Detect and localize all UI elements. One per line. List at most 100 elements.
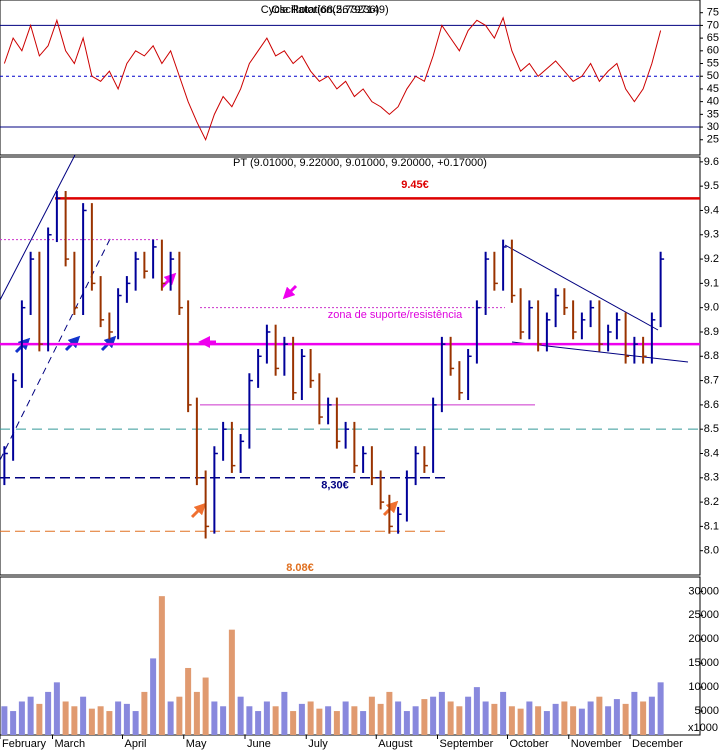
volume-bar [596,696,603,735]
trendlines [0,154,689,461]
volume-bar [97,706,104,735]
level-label: 9.45€ [401,179,429,191]
volume-bar [290,711,297,735]
volume-bar [228,629,235,735]
volume-bar [657,682,664,735]
volume-bar [158,596,165,735]
x-tick-label: October [510,738,549,750]
volume-bar [377,703,384,735]
level-label: 8,30€ [321,480,349,492]
volume-bar [62,701,69,735]
arrow [282,284,298,300]
volume-bar [298,703,305,735]
volume-panel [0,576,701,736]
volume-bar [403,711,410,735]
volume-bar [123,703,130,735]
y-tick-label: 10000 [688,681,719,693]
y-tick-label: 8.0 [704,545,719,557]
volume-bar [438,691,445,735]
price-title: PT (9.01000, 9.22000, 9.01000, 9.20000, … [233,157,487,169]
x-tick-label: February [2,738,47,750]
y-tick-label: 45 [707,83,719,95]
volume-note: x1000 [688,722,718,734]
level-label: 8.08€ [286,562,314,574]
volume-bar [307,701,314,735]
y-tick-label: 65 [707,32,719,44]
volume-bar [1,706,8,735]
volume-bar [115,701,122,735]
x-tick-label: July [308,738,328,750]
indicator-panel [0,0,701,156]
y-tick-label: 8.5 [704,423,719,435]
x-tick-label: September [440,738,494,750]
y-tick-label: 35 [707,108,719,120]
volume-bar [333,711,340,735]
volume-bar [421,699,428,735]
y-tick-label: 8.1 [704,520,719,532]
volume-bar [465,696,472,735]
volume-bar [535,706,542,735]
volume-bar [281,691,288,735]
y-tick-label: 8.9 [704,326,719,338]
y-tick-label: 25000 [688,609,719,621]
volume-bar [246,706,253,735]
volume-bar [517,708,524,735]
volume-bar [220,706,227,735]
zone-annotation: zona de suporte/resistência [328,309,463,321]
y-tick-label: 30 [707,121,719,133]
volume-bar [482,701,489,735]
volume-bar [45,691,52,735]
indicator-title: Cycle Rotation(2.73236) [261,4,380,16]
y-tick-label: 60 [707,45,719,57]
y-tick-label: 30000 [688,585,719,597]
volume-bar [71,706,78,735]
volume-bar [10,711,17,735]
y-tick-label: 9.1 [704,277,719,289]
volume-bar [456,706,463,735]
x-tick-label: May [186,738,207,750]
volume-bar [613,699,620,735]
y-tick-label: 9.0 [704,302,719,314]
volume-bar [395,701,402,735]
volume-bar [561,701,568,735]
volume-bar [473,687,480,735]
y-tick-label: 25 [707,134,719,146]
volume-bar [587,701,594,735]
volume-bar [167,701,174,735]
y-tick-label: 8.8 [704,350,719,362]
indicator-line [3,16,662,142]
volume-bar [88,708,95,735]
volume-bar [211,701,218,735]
price-panel [0,156,701,576]
volume-bar [622,703,629,735]
volume-bar [316,708,323,735]
volume-bar [351,706,358,735]
volume-bar [53,682,60,735]
volume-bar [202,677,209,735]
volume-bar [150,658,157,735]
y-tick-label: 8.4 [704,447,719,459]
indicator-annotation: Oscillator(68.56797149) [271,4,388,16]
y-tick-label: 8.2 [704,496,719,508]
y-tick-label: 8.7 [704,374,719,386]
y-tick-label: 9.3 [704,229,719,241]
volume-bar [141,691,148,735]
volume-bar [543,711,550,735]
volume-bar [27,696,34,735]
volume-bar [508,706,515,735]
volume-bar [193,691,200,735]
volume-bar [185,667,192,735]
volume-bar [176,696,183,735]
volume-bar [386,691,393,735]
y-tick-label: 75 [707,7,719,19]
volume-bar [500,691,507,735]
volume-bar [648,696,655,735]
volume-bar [18,701,25,735]
volume-bar [491,703,498,735]
y-tick-label: 15000 [688,657,719,669]
volume-bar [342,701,349,735]
volume-bar [106,711,113,735]
y-tick-label: 70 [707,19,719,31]
x-tick-label: June [247,738,271,750]
